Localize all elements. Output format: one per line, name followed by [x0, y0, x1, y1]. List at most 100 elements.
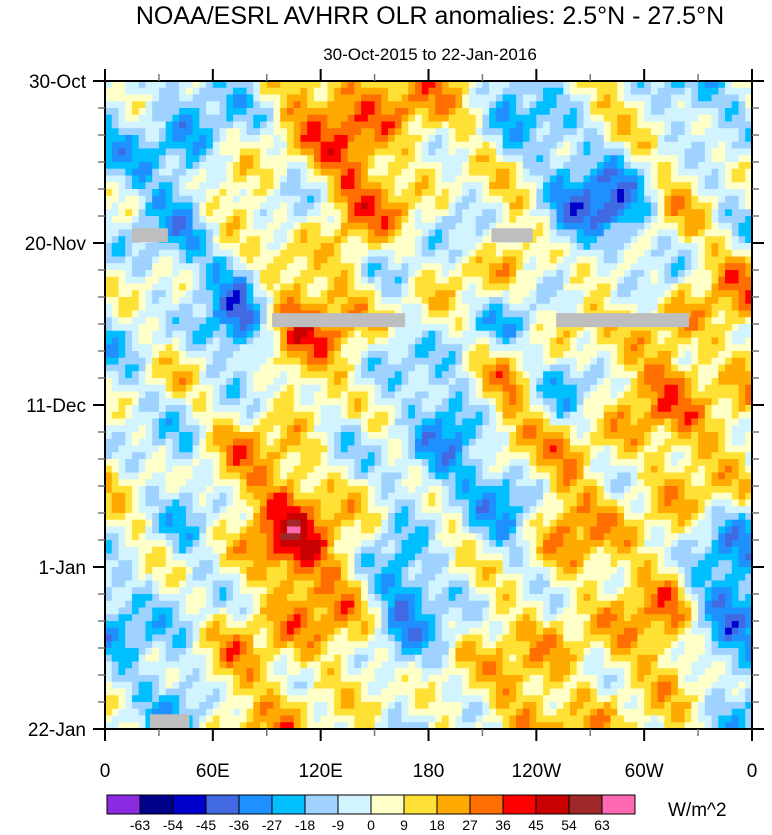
heatmap-cell	[307, 229, 315, 237]
heatmap-cell	[664, 175, 672, 183]
heatmap-cell	[401, 364, 409, 372]
heatmap-cell	[138, 344, 146, 352]
heatmap-cell	[246, 249, 254, 257]
heatmap-cell	[738, 175, 746, 183]
heatmap-cell	[367, 351, 375, 359]
heatmap-cell	[462, 270, 470, 278]
heatmap-cell	[192, 425, 200, 433]
heatmap-cell	[280, 236, 288, 244]
heatmap-cell	[260, 141, 268, 149]
heatmap-cell	[125, 155, 133, 163]
heatmap-cell	[435, 236, 443, 244]
heatmap-cell	[603, 384, 611, 392]
heatmap-cell	[718, 411, 726, 419]
heatmap-cell	[165, 94, 173, 102]
heatmap-cell	[408, 121, 416, 129]
heatmap-cell	[239, 195, 247, 203]
heatmap-cell	[293, 229, 301, 237]
heatmap-cell	[260, 155, 268, 163]
heatmap-cell	[698, 310, 706, 318]
heatmap-cell	[570, 270, 578, 278]
heatmap-cell	[253, 303, 261, 311]
heatmap-cell	[415, 216, 423, 224]
heatmap-cell	[293, 357, 301, 365]
heatmap-cell	[266, 290, 274, 298]
heatmap-cell	[745, 276, 753, 284]
heatmap-cell	[105, 101, 113, 109]
heatmap-cell	[691, 317, 699, 325]
heatmap-cell	[367, 276, 375, 284]
heatmap-cell	[206, 128, 214, 136]
heatmap-cell	[516, 209, 524, 217]
heatmap-cell	[576, 216, 584, 224]
heatmap-cell	[704, 195, 712, 203]
heatmap-cell	[529, 229, 537, 237]
heatmap-cell	[549, 297, 557, 305]
heatmap-cell	[556, 189, 564, 197]
heatmap-cell	[219, 330, 227, 338]
heatmap-cell	[266, 317, 274, 325]
heatmap-cell	[516, 155, 524, 163]
heatmap-cell	[691, 276, 699, 284]
heatmap-cell	[266, 209, 274, 217]
heatmap-cell	[361, 216, 369, 224]
heatmap-cell	[489, 270, 497, 278]
heatmap-cell	[293, 276, 301, 284]
heatmap-cell	[313, 243, 322, 251]
heatmap-cell	[239, 108, 247, 116]
heatmap-cell	[340, 297, 349, 305]
heatmap-cell	[199, 310, 207, 318]
heatmap-cell	[502, 256, 510, 264]
heatmap-cell	[704, 121, 712, 129]
heatmap-cell	[590, 303, 598, 311]
heatmap-cell	[489, 283, 497, 291]
heatmap-cell	[185, 297, 194, 305]
heatmap-cell	[361, 189, 369, 197]
heatmap-cell	[172, 405, 180, 413]
heatmap-cell	[421, 209, 429, 217]
heatmap-cell	[421, 101, 429, 109]
heatmap-cell	[354, 405, 362, 413]
heatmap-cell	[179, 290, 187, 298]
heatmap-cell	[691, 128, 699, 136]
heatmap-cell	[596, 243, 605, 251]
heatmap-cell	[111, 222, 119, 230]
heatmap-cell	[441, 378, 450, 386]
heatmap-cell	[334, 128, 342, 136]
heatmap-cell	[300, 249, 308, 257]
heatmap-cell	[623, 141, 632, 149]
heatmap-cell	[226, 128, 234, 136]
heatmap-cell	[266, 283, 274, 291]
heatmap-cell	[388, 276, 396, 284]
heatmap-cell	[529, 317, 537, 325]
heatmap-cell	[179, 411, 187, 419]
heatmap-cell	[199, 357, 207, 365]
heatmap-cell	[347, 324, 355, 332]
heatmap-cell	[570, 162, 578, 170]
heatmap-cell	[698, 283, 706, 291]
heatmap-cell	[455, 128, 463, 136]
heatmap-cell	[684, 162, 692, 170]
heatmap-cell	[603, 229, 611, 237]
heatmap-cell	[320, 128, 328, 136]
heatmap-cell	[677, 195, 685, 203]
heatmap-cell	[489, 168, 497, 176]
heatmap-cell	[388, 216, 396, 224]
heatmap-cell	[253, 141, 261, 149]
heatmap-cell	[307, 128, 315, 136]
heatmap-cell	[738, 371, 746, 379]
heatmap-cell	[698, 121, 706, 129]
heatmap-cell	[293, 270, 301, 278]
heatmap-cell	[118, 324, 126, 332]
heatmap-cell	[725, 175, 733, 183]
heatmap-cell	[172, 81, 180, 89]
heatmap-cell	[556, 290, 564, 298]
heatmap-cell	[185, 276, 194, 284]
heatmap-cell	[711, 351, 719, 359]
heatmap-cell	[246, 162, 254, 170]
heatmap-cell	[286, 297, 295, 305]
heatmap-cell	[199, 209, 207, 217]
heatmap-cell	[448, 310, 456, 318]
heatmap-cell	[543, 263, 551, 271]
heatmap-cell	[334, 94, 342, 102]
